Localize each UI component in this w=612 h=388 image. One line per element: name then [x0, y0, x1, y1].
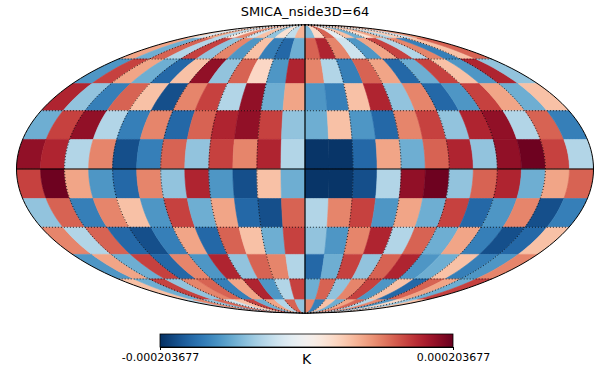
map-cell — [476, 254, 537, 279]
map-cell — [399, 169, 425, 199]
map-cell — [264, 25, 305, 39]
map-cell — [399, 139, 425, 169]
map-cell — [137, 169, 164, 199]
map-cell — [274, 300, 305, 314]
map-cell — [183, 25, 305, 39]
map-cell — [327, 111, 352, 140]
parallel — [118, 59, 491, 60]
map-cell — [257, 139, 282, 169]
map-cell — [193, 300, 305, 314]
map-cell — [281, 139, 305, 169]
map-cell — [446, 169, 473, 199]
colorbar-axis-line — [161, 348, 454, 351]
map-cell — [285, 25, 305, 39]
map-cell — [517, 169, 546, 199]
map-cell — [137, 139, 164, 169]
map-cell — [547, 199, 587, 228]
parallel — [41, 110, 569, 111]
map-canvas: SMICA_nside3D=64 -0.000203677 0.000203677 K — [0, 0, 612, 388]
map-cell — [289, 279, 305, 300]
map-cell — [305, 300, 427, 314]
map-cell — [423, 169, 450, 199]
colorbar-tick-mark — [453, 347, 454, 350]
map-cell — [281, 111, 305, 140]
colorbar-tick-label: -0.000203677 — [122, 351, 199, 364]
map-cell — [234, 300, 305, 314]
colorbar — [160, 334, 453, 347]
map-cell — [234, 25, 305, 39]
map-cell — [446, 139, 473, 169]
map-cell — [305, 169, 329, 199]
map-cell — [305, 227, 327, 254]
map-cell — [233, 169, 258, 199]
map-cell — [423, 139, 450, 169]
map-cell — [327, 199, 352, 228]
map-cell — [185, 139, 211, 169]
map-cell — [161, 139, 188, 169]
map-cell — [305, 111, 329, 140]
map-cell — [540, 169, 569, 199]
map-cell — [261, 84, 286, 111]
map-cell — [305, 25, 427, 39]
parallel — [41, 227, 569, 228]
map-cell — [161, 169, 188, 199]
cells — [17, 25, 594, 314]
map-cell — [224, 300, 305, 314]
map-cell — [329, 169, 354, 199]
map-cell — [183, 300, 305, 314]
map-cell — [305, 199, 329, 228]
map-cell — [113, 139, 141, 169]
map-cell — [376, 139, 402, 169]
map-cell — [286, 59, 305, 84]
colorbar-label: K — [302, 351, 312, 367]
map-cell — [224, 25, 305, 39]
map-cell — [233, 139, 258, 169]
map-cell — [283, 84, 305, 111]
map-cell — [185, 169, 211, 199]
parallel — [118, 278, 491, 279]
title: SMICA_nside3D=64 — [241, 4, 369, 19]
colorbar-tick-label: 0.000203677 — [417, 351, 490, 364]
map-cell — [281, 169, 305, 199]
map-cell — [376, 169, 402, 199]
map-cell — [295, 25, 305, 39]
map-cell — [476, 59, 537, 84]
map-cell — [517, 139, 546, 169]
map-cell — [352, 139, 377, 169]
map-cell — [352, 169, 377, 199]
map-cell — [234, 199, 261, 228]
map-cell — [305, 84, 327, 111]
map-cell — [305, 300, 417, 314]
graticule — [17, 25, 594, 314]
map-cell — [289, 38, 305, 59]
map-cell — [113, 169, 141, 199]
colorbar-tick: -0.000203677 — [122, 347, 199, 364]
map-cell — [470, 169, 498, 199]
map-cell — [547, 111, 587, 140]
map-cell — [257, 169, 282, 199]
map-cell — [281, 199, 305, 228]
map-cell — [261, 227, 286, 254]
map-cell — [234, 111, 261, 140]
map-cell — [258, 199, 283, 228]
map-cell — [209, 169, 235, 199]
map-cell — [258, 111, 283, 140]
map-cell — [283, 227, 305, 254]
map-outline — [17, 25, 594, 314]
equator — [17, 168, 594, 169]
map-cell — [264, 300, 305, 314]
map-cell — [286, 254, 305, 279]
map-cell — [329, 139, 354, 169]
map-cell — [470, 139, 498, 169]
colorbar-tick: 0.000203677 — [417, 347, 490, 364]
colorbar-tick-mark — [160, 347, 161, 350]
map-cell — [540, 139, 569, 169]
map-cell — [209, 139, 235, 169]
map-cell — [305, 139, 329, 169]
